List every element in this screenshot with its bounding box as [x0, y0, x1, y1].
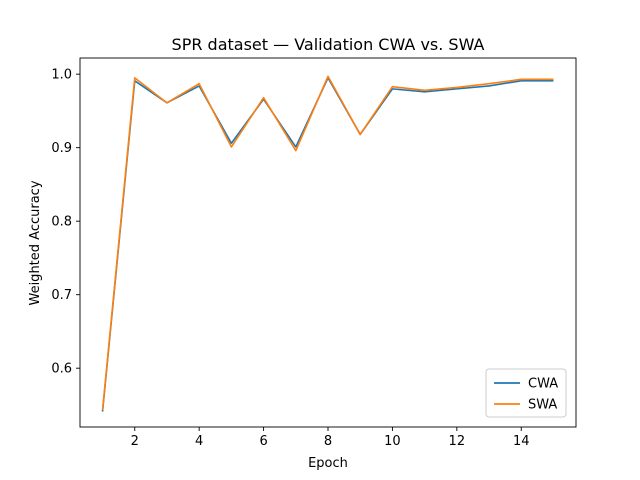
legend: CWA SWA	[485, 368, 567, 418]
x-tick-label: 6	[259, 434, 267, 449]
plot-area: 2 4 6 8 10 12 14 0.6 0.7 0.8 0.9 1.0	[51, 57, 577, 449]
x-tick-label: 2	[131, 434, 139, 449]
y-tick-label: 0.8	[51, 215, 72, 230]
series-line-swa	[101, 75, 554, 411]
y-axis-label: Weighted Accuracy	[28, 180, 43, 305]
x-tick-label: 14	[513, 434, 530, 449]
x-tick-label: 10	[384, 434, 401, 449]
x-axis-label: Epoch	[308, 456, 348, 471]
legend-label-swa: SWA	[528, 398, 557, 413]
x-tick-label: 4	[195, 434, 203, 449]
chart-title: SPR dataset — Validation CWA vs. SWA	[172, 35, 485, 54]
legend-label-cwa: CWA	[528, 377, 558, 392]
legend-box	[485, 368, 567, 418]
y-tick-label: 1.0	[51, 68, 72, 83]
x-tick-label: 8	[324, 434, 332, 449]
y-tick-label: 0.6	[51, 362, 72, 377]
x-tick-label: 12	[449, 434, 466, 449]
y-tick-label: 0.7	[51, 288, 72, 303]
y-tick-label: 0.9	[51, 141, 72, 156]
